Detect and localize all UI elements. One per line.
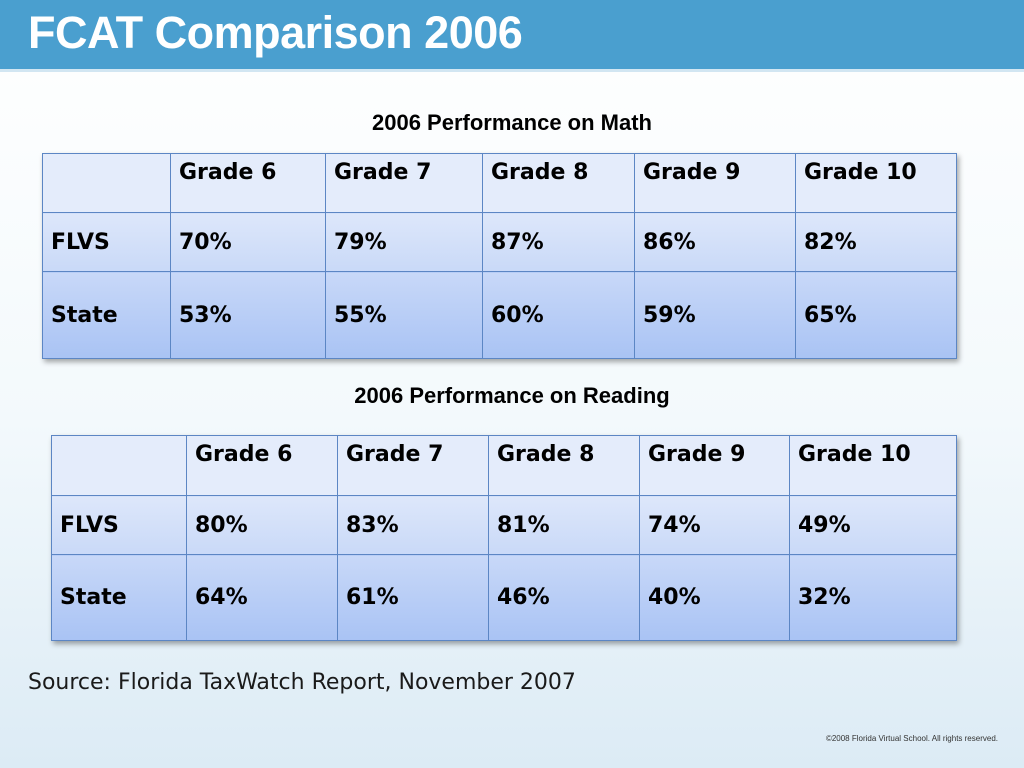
row-label: State: [42, 271, 171, 359]
math-table-caption: 2006 Performance on Math: [372, 110, 652, 135]
table-cell: 83%: [337, 495, 489, 555]
header-cell: Grade 10: [795, 153, 957, 213]
table-cell: 79%: [325, 212, 483, 272]
table-cell: 82%: [795, 212, 957, 272]
table-cell: 49%: [789, 495, 957, 555]
copyright-notice: ©2008 Florida Virtual School. All rights…: [825, 734, 998, 743]
table-cell: 40%: [639, 554, 790, 641]
math-header-row: Grade 6 Grade 7 Grade 8 Grade 9 Grade 10: [42, 153, 957, 213]
table-cell: 46%: [488, 554, 640, 641]
reading-table-caption: 2006 Performance on Reading: [354, 383, 670, 408]
table-cell: 60%: [482, 271, 635, 359]
header-cell: Grade 6: [186, 435, 338, 496]
table-cell: 86%: [634, 212, 796, 272]
row-label: FLVS: [51, 495, 187, 555]
title-bar: FCAT Comparison 2006: [0, 0, 1024, 72]
math-row-flvs: FLVS 70% 79% 87% 86% 82%: [42, 212, 957, 272]
table-cell: 65%: [795, 271, 957, 359]
table-cell: 59%: [634, 271, 796, 359]
table-cell: 81%: [488, 495, 640, 555]
table-cell: 64%: [186, 554, 338, 641]
table-cell: 61%: [337, 554, 489, 641]
header-cell: Grade 8: [488, 435, 640, 496]
header-cell: Grade 7: [325, 153, 483, 213]
header-cell: Grade 9: [634, 153, 796, 213]
math-table: Grade 6 Grade 7 Grade 8 Grade 9 Grade 10…: [42, 153, 957, 359]
math-row-state: State 53% 55% 60% 59% 65%: [42, 271, 957, 359]
table-cell: 53%: [170, 271, 326, 359]
reading-header-row: Grade 6 Grade 7 Grade 8 Grade 9 Grade 10: [51, 435, 957, 496]
reading-table: Grade 6 Grade 7 Grade 8 Grade 9 Grade 10…: [51, 435, 957, 641]
header-cell: [42, 153, 171, 213]
table-cell: 55%: [325, 271, 483, 359]
source-note: Source: Florida TaxWatch Report, Novembe…: [28, 670, 576, 695]
header-cell: [51, 435, 187, 496]
reading-row-state: State 64% 61% 46% 40% 32%: [51, 554, 957, 641]
table-cell: 80%: [186, 495, 338, 555]
header-cell: Grade 10: [789, 435, 957, 496]
table-cell: 74%: [639, 495, 790, 555]
table-cell: 32%: [789, 554, 957, 641]
row-label: FLVS: [42, 212, 171, 272]
reading-row-flvs: FLVS 80% 83% 81% 74% 49%: [51, 495, 957, 555]
table-cell: 87%: [482, 212, 635, 272]
header-cell: Grade 8: [482, 153, 635, 213]
row-label: State: [51, 554, 187, 641]
header-cell: Grade 9: [639, 435, 790, 496]
header-cell: Grade 6: [170, 153, 326, 213]
page-title: FCAT Comparison 2006: [28, 7, 523, 58]
table-cell: 70%: [170, 212, 326, 272]
header-cell: Grade 7: [337, 435, 489, 496]
